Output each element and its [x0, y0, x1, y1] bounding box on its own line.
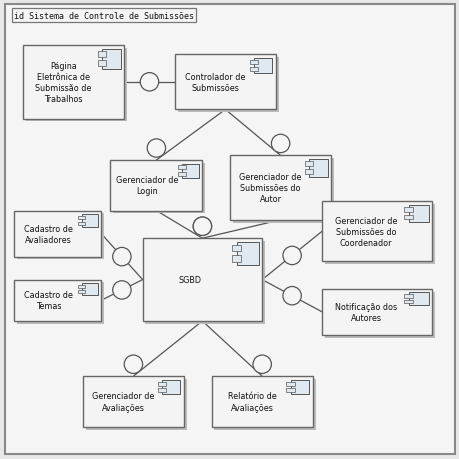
- Text: SGBD: SGBD: [179, 275, 202, 285]
- FancyBboxPatch shape: [324, 292, 434, 338]
- Circle shape: [112, 248, 131, 266]
- FancyBboxPatch shape: [249, 67, 257, 72]
- Text: Cadastro de
Temas: Cadastro de Temas: [24, 291, 73, 311]
- FancyBboxPatch shape: [78, 285, 85, 288]
- FancyBboxPatch shape: [142, 239, 262, 321]
- FancyBboxPatch shape: [5, 5, 454, 454]
- FancyBboxPatch shape: [14, 211, 101, 257]
- FancyBboxPatch shape: [98, 52, 106, 58]
- FancyBboxPatch shape: [214, 379, 315, 430]
- FancyBboxPatch shape: [324, 205, 434, 264]
- FancyBboxPatch shape: [321, 289, 431, 335]
- FancyBboxPatch shape: [230, 156, 330, 220]
- Text: Controlador de
Submissões: Controlador de Submissões: [185, 73, 245, 93]
- FancyBboxPatch shape: [236, 242, 258, 265]
- Circle shape: [124, 355, 142, 374]
- FancyBboxPatch shape: [182, 164, 198, 179]
- FancyBboxPatch shape: [113, 163, 205, 214]
- FancyBboxPatch shape: [304, 162, 312, 167]
- Circle shape: [282, 247, 301, 265]
- FancyBboxPatch shape: [98, 62, 106, 67]
- FancyBboxPatch shape: [145, 241, 264, 324]
- Circle shape: [140, 73, 158, 92]
- FancyBboxPatch shape: [290, 380, 308, 394]
- FancyBboxPatch shape: [403, 300, 412, 304]
- FancyBboxPatch shape: [17, 214, 104, 260]
- FancyBboxPatch shape: [177, 58, 278, 113]
- FancyBboxPatch shape: [26, 49, 127, 122]
- FancyBboxPatch shape: [110, 161, 202, 211]
- FancyBboxPatch shape: [403, 207, 412, 213]
- FancyBboxPatch shape: [408, 293, 428, 306]
- FancyBboxPatch shape: [403, 215, 412, 220]
- FancyBboxPatch shape: [85, 379, 186, 430]
- FancyBboxPatch shape: [23, 46, 124, 119]
- FancyBboxPatch shape: [78, 216, 85, 220]
- FancyBboxPatch shape: [232, 159, 333, 223]
- Circle shape: [193, 218, 211, 236]
- Circle shape: [271, 135, 289, 153]
- FancyBboxPatch shape: [82, 215, 97, 228]
- FancyBboxPatch shape: [231, 256, 241, 262]
- Circle shape: [147, 140, 165, 158]
- FancyBboxPatch shape: [286, 382, 294, 386]
- FancyBboxPatch shape: [178, 166, 185, 170]
- Circle shape: [252, 355, 271, 374]
- FancyBboxPatch shape: [102, 50, 120, 70]
- FancyBboxPatch shape: [157, 382, 165, 386]
- FancyBboxPatch shape: [78, 290, 85, 293]
- FancyBboxPatch shape: [286, 388, 294, 392]
- FancyBboxPatch shape: [403, 294, 412, 298]
- FancyBboxPatch shape: [231, 245, 241, 252]
- FancyBboxPatch shape: [249, 61, 257, 65]
- FancyBboxPatch shape: [308, 160, 327, 178]
- FancyBboxPatch shape: [78, 222, 85, 226]
- Text: Gerenciador de
Submissões do
Coordenador: Gerenciador de Submissões do Coordenador: [334, 216, 397, 247]
- FancyBboxPatch shape: [82, 284, 97, 295]
- Text: Notificação dos
Autores: Notificação dos Autores: [334, 302, 397, 322]
- FancyBboxPatch shape: [408, 206, 428, 222]
- FancyBboxPatch shape: [83, 376, 184, 427]
- Circle shape: [193, 218, 211, 236]
- FancyBboxPatch shape: [211, 376, 312, 427]
- FancyBboxPatch shape: [17, 283, 104, 324]
- Text: Gerenciador de
Login: Gerenciador de Login: [116, 176, 178, 196]
- Text: id Sistema de Controle de Submissões: id Sistema de Controle de Submissões: [14, 11, 193, 21]
- Circle shape: [282, 287, 301, 305]
- FancyBboxPatch shape: [157, 388, 165, 392]
- Text: Gerenciador de
Avaliações: Gerenciador de Avaliações: [92, 392, 154, 412]
- FancyBboxPatch shape: [174, 55, 275, 110]
- Circle shape: [112, 281, 131, 300]
- Text: Relatório de
Avaliações: Relatório de Avaliações: [227, 392, 276, 412]
- Text: Gerenciador de
Submissões do
Autor: Gerenciador de Submissões do Autor: [239, 173, 301, 204]
- FancyBboxPatch shape: [14, 280, 101, 321]
- Text: Página
Eletrônica de
Submissão de
Trabalhos: Página Eletrônica de Submissão de Trabal…: [35, 62, 91, 104]
- FancyBboxPatch shape: [162, 380, 180, 394]
- FancyBboxPatch shape: [304, 170, 312, 175]
- FancyBboxPatch shape: [321, 202, 431, 262]
- FancyBboxPatch shape: [178, 173, 185, 176]
- Text: Cadastro de
Avaliadores: Cadastro de Avaliadores: [24, 224, 73, 244]
- FancyBboxPatch shape: [253, 59, 272, 74]
